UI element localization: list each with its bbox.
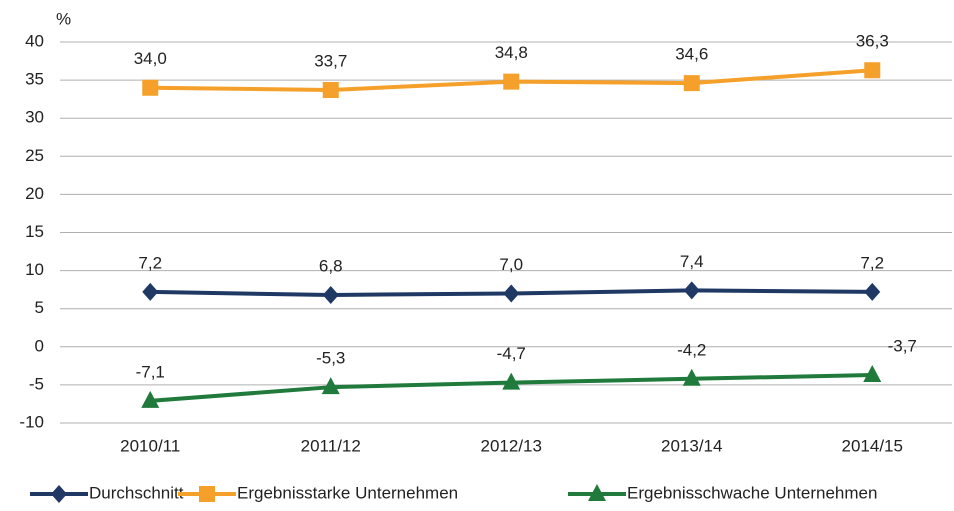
data-point bbox=[322, 285, 339, 304]
y-tick-label: 0 bbox=[35, 336, 44, 355]
data-label: 7,4 bbox=[680, 252, 704, 271]
y-tick-label: -5 bbox=[29, 374, 44, 393]
data-label: 34,6 bbox=[675, 45, 708, 64]
y-axis-label: % bbox=[56, 9, 71, 28]
data-label: -5,3 bbox=[316, 349, 345, 368]
x-tick-label: 2013/14 bbox=[661, 436, 722, 455]
legend-marker bbox=[588, 484, 606, 501]
data-point bbox=[142, 79, 159, 96]
data-label: 7,2 bbox=[860, 253, 884, 272]
data-label: 7,2 bbox=[138, 253, 162, 272]
legend-label: Ergebnisstarke Unternehmen bbox=[237, 483, 458, 502]
data-point bbox=[141, 390, 160, 408]
data-point bbox=[682, 368, 701, 386]
x-tick-label: 2012/13 bbox=[481, 436, 542, 455]
data-point bbox=[864, 282, 881, 301]
data-point bbox=[322, 82, 339, 99]
x-tick-label: 2014/15 bbox=[842, 436, 903, 455]
data-point bbox=[503, 284, 520, 303]
y-tick-label: -10 bbox=[19, 412, 44, 431]
data-label: -4,7 bbox=[497, 344, 526, 363]
data-label: 34,8 bbox=[495, 43, 528, 62]
data-label: 6,8 bbox=[319, 256, 343, 275]
legend-marker bbox=[199, 486, 215, 502]
y-tick-label: 10 bbox=[25, 260, 44, 279]
legend-label: Durchschnitt bbox=[89, 483, 184, 502]
data-label: 36,3 bbox=[856, 32, 889, 51]
data-point bbox=[502, 372, 521, 390]
y-tick-label: 30 bbox=[25, 108, 44, 127]
data-label: -3,7 bbox=[888, 336, 917, 355]
data-label: 33,7 bbox=[314, 51, 347, 70]
data-point bbox=[864, 62, 881, 79]
data-point bbox=[321, 377, 340, 395]
legend-label: Ergebnisschwache Unternehmen bbox=[627, 483, 877, 502]
y-tick-label: 5 bbox=[35, 298, 44, 317]
data-label: 34,0 bbox=[134, 49, 167, 68]
data-point bbox=[683, 281, 700, 300]
y-tick-label: 35 bbox=[25, 70, 44, 89]
x-tick-label: 2011/12 bbox=[301, 436, 361, 455]
y-tick-label: 25 bbox=[25, 146, 44, 165]
data-point bbox=[503, 73, 520, 90]
y-tick-label: 40 bbox=[25, 31, 44, 50]
y-tick-label: 15 bbox=[25, 222, 44, 241]
data-label: -7,1 bbox=[136, 362, 165, 381]
legend-marker bbox=[51, 485, 67, 503]
x-tick-label: 2010/11 bbox=[120, 436, 180, 455]
data-point bbox=[683, 75, 700, 92]
data-point bbox=[142, 282, 159, 301]
data-label: 7,0 bbox=[499, 255, 523, 274]
y-tick-label: 20 bbox=[25, 184, 44, 203]
data-point bbox=[863, 364, 882, 382]
data-label: -4,2 bbox=[677, 340, 706, 359]
